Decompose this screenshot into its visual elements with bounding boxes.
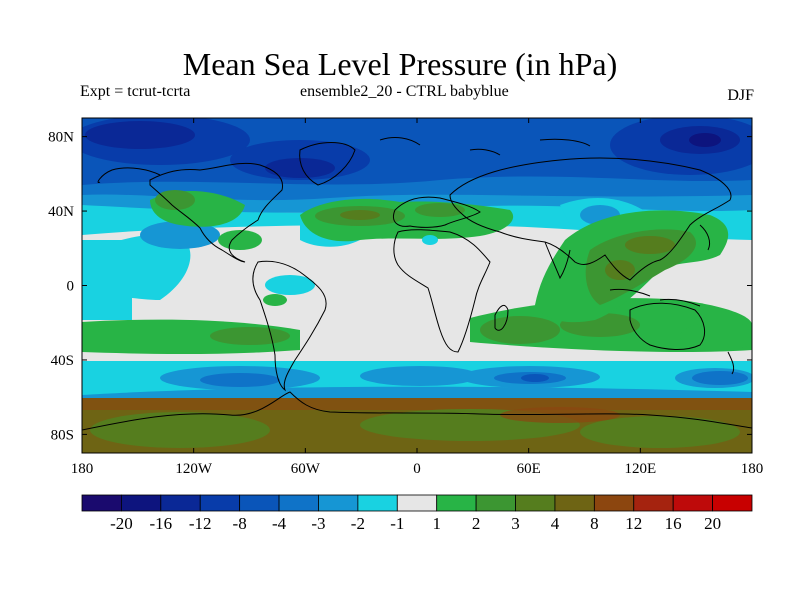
colorbar-label: 16 [665,514,682,533]
colorbar-swatch [199,494,241,512]
colorbar: -20 -16 -12 -8 -4 -3 -2 -1 1 2 3 4 8 12 16 20 [81,494,753,533]
x-tick-label: 180 [71,461,94,477]
season-label: DJF [727,87,754,104]
colorbar-label: -16 [149,514,172,533]
y-tick-label: 40N [48,204,74,220]
ensemble-label: ensemble2_20 - CTRL babyblue [300,83,509,100]
colorbar-swatch [121,494,162,512]
colorbar-label: -2 [351,514,365,533]
y-tick-label: 0 [67,279,75,295]
x-tick-label: 180 [741,461,764,477]
y-tick-label: 40S [51,353,74,369]
x-tick-label: 0 [413,461,421,477]
chart-title: Mean Sea Level Pressure (in hPa) [182,46,618,82]
colorbar-swatch [672,494,713,512]
x-axis: 180 120W 60W 0 60E 120E 180 [71,118,764,477]
colorbar-label: 3 [511,514,520,533]
colorbar-label: -8 [233,514,247,533]
colorbar-label: -12 [189,514,212,533]
colorbar-swatch [475,494,516,512]
pressure-field [82,118,752,453]
y-axis: 80N 40N 0 40S 80S [48,130,752,443]
colorbar-label: -4 [272,514,287,533]
colorbar-label: -1 [390,514,404,533]
colorbar-label: 12 [625,514,642,533]
colorbar-swatch [515,494,556,512]
y-tick-label: 80N [48,130,74,146]
colorbar-swatch [160,494,201,512]
colorbar-label: 1 [432,514,441,533]
x-tick-label: 60E [517,461,541,477]
colorbar-label: 4 [551,514,560,533]
x-tick-label: 120W [175,461,213,477]
colorbar-label: -20 [110,514,133,533]
colorbar-swatch [712,494,753,512]
colorbar-swatch [436,494,477,512]
colorbar-swatch [81,494,122,512]
experiment-label: Expt = tcrut-tcrta [80,83,191,100]
colorbar-label: 2 [472,514,481,533]
colorbar-swatch [318,494,359,512]
coastlines [82,137,752,431]
x-tick-label: 60W [291,461,321,477]
colorbar-label: 8 [590,514,599,533]
colorbar-swatch [278,494,319,512]
colorbar-swatch [633,494,674,512]
colorbar-swatch [396,494,438,512]
colorbar-swatch [239,494,280,512]
colorbar-label: -3 [311,514,325,533]
colorbar-swatch [357,494,398,512]
colorbar-label: 20 [704,514,721,533]
colorbar-swatch [593,494,635,512]
x-tick-label: 120E [624,461,656,477]
colorbar-swatch [554,494,595,512]
y-tick-label: 80S [51,427,74,443]
